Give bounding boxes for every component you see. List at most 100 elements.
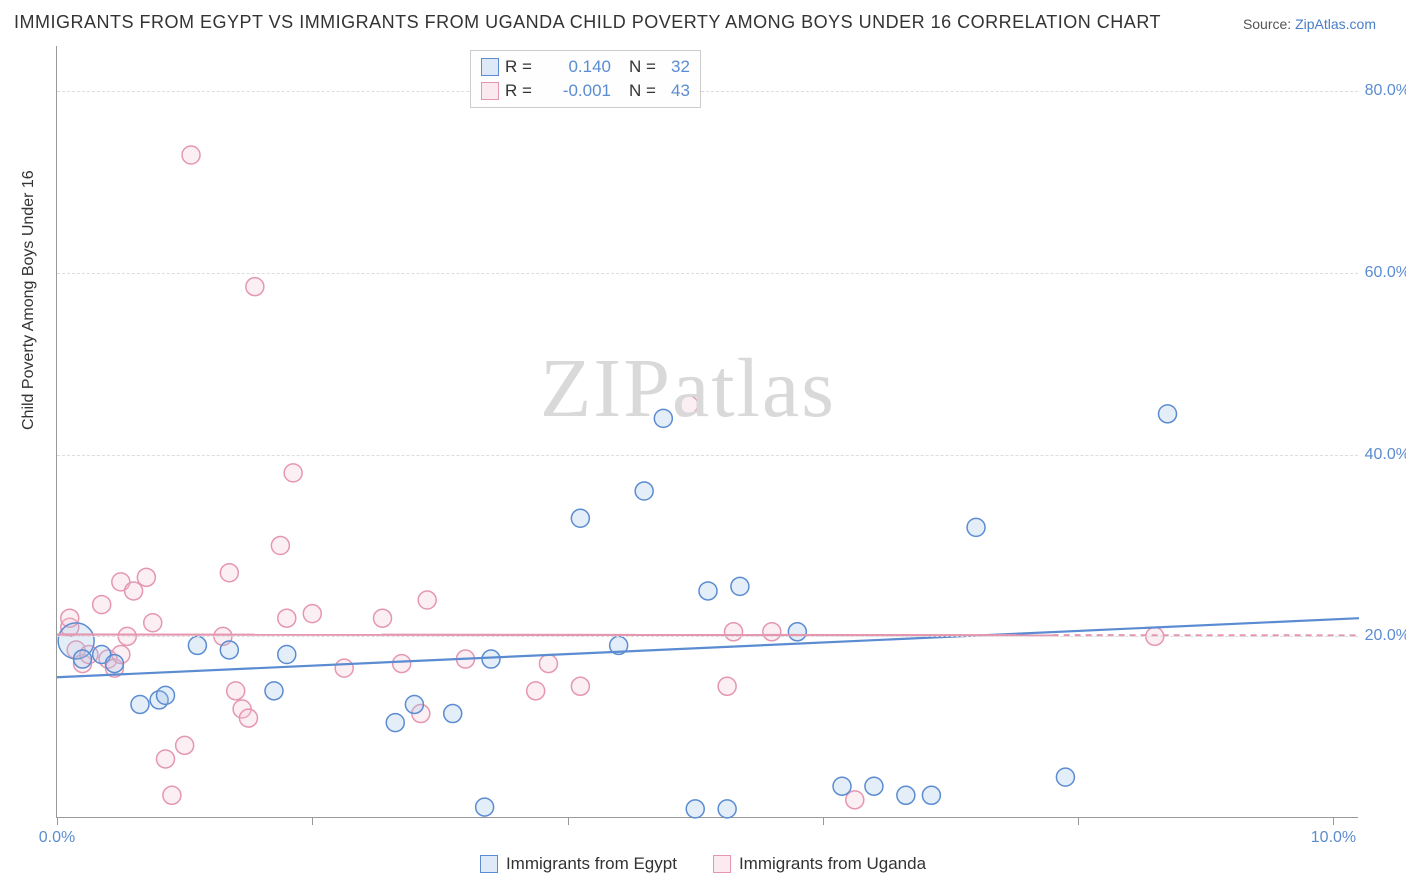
data-point — [157, 750, 175, 768]
x-tick — [1333, 817, 1334, 825]
data-point — [284, 464, 302, 482]
data-point — [131, 695, 149, 713]
y-axis-label: Child Poverty Among Boys Under 16 — [20, 170, 38, 430]
chart-title: IMMIGRANTS FROM EGYPT VS IMMIGRANTS FROM… — [14, 12, 1161, 33]
data-point — [725, 623, 743, 641]
stat-n-value: 32 — [671, 55, 690, 79]
data-point — [444, 705, 462, 723]
data-point — [686, 800, 704, 818]
legend-stats-box: R =0.140 N =32 R =-0.001 N =43 — [470, 50, 701, 108]
data-point — [125, 582, 143, 600]
stat-r-value: 0.140 — [547, 55, 611, 79]
stat-r-label: R = — [505, 79, 541, 103]
data-point — [476, 798, 494, 816]
data-point — [699, 582, 717, 600]
data-point — [386, 714, 404, 732]
data-point — [220, 641, 238, 659]
gridline — [57, 455, 1358, 456]
data-point — [763, 623, 781, 641]
chart-plot-area: 20.0%40.0%60.0%80.0%0.0%10.0% — [56, 46, 1358, 818]
x-tick — [57, 817, 58, 825]
y-tick-label: 80.0% — [1365, 82, 1406, 100]
x-tick — [823, 817, 824, 825]
data-point — [303, 605, 321, 623]
legend-item: Immigrants from Uganda — [713, 854, 926, 874]
gridline — [57, 273, 1358, 274]
y-tick-label: 20.0% — [1365, 627, 1406, 645]
data-point — [137, 568, 155, 586]
data-point — [571, 509, 589, 527]
x-tick — [568, 817, 569, 825]
data-point — [718, 677, 736, 695]
data-point — [239, 709, 257, 727]
stat-n-value: 43 — [671, 79, 690, 103]
stat-n-label: N = — [629, 55, 665, 79]
gridline — [57, 91, 1358, 92]
trend-line — [57, 618, 1359, 677]
legend-series: Immigrants from Egypt Immigrants from Uga… — [0, 854, 1406, 878]
stat-r-label: R = — [505, 55, 541, 79]
y-tick-label: 40.0% — [1365, 446, 1406, 464]
data-point — [482, 650, 500, 668]
legend-label: Immigrants from Uganda — [739, 854, 926, 874]
source-prefix: Source: — [1243, 16, 1295, 32]
data-point — [246, 278, 264, 296]
legend-swatch — [480, 855, 498, 873]
data-point — [278, 646, 296, 664]
data-point — [418, 591, 436, 609]
data-point — [227, 682, 245, 700]
source-link[interactable]: ZipAtlas.com — [1295, 16, 1376, 32]
data-point — [74, 650, 92, 668]
data-point — [271, 537, 289, 555]
legend-label: Immigrants from Egypt — [506, 854, 677, 874]
x-tick-label: 10.0% — [1311, 829, 1356, 847]
data-point — [635, 482, 653, 500]
data-point — [731, 577, 749, 595]
x-tick — [312, 817, 313, 825]
legend-swatch — [481, 58, 499, 76]
chart-svg — [57, 46, 1358, 817]
source-attribution: Source: ZipAtlas.com — [1243, 16, 1376, 32]
trend-line — [57, 635, 1053, 636]
data-point — [105, 655, 123, 673]
legend-stat-row: R =-0.001 N =43 — [481, 79, 690, 103]
data-point — [865, 777, 883, 795]
data-point — [220, 564, 238, 582]
data-point — [1159, 405, 1177, 423]
data-point — [967, 518, 985, 536]
data-point — [922, 786, 940, 804]
data-point — [163, 786, 181, 804]
data-point — [654, 409, 672, 427]
data-point — [788, 623, 806, 641]
data-point — [571, 677, 589, 695]
data-point — [157, 686, 175, 704]
data-point — [833, 777, 851, 795]
data-point — [718, 800, 736, 818]
data-point — [539, 655, 557, 673]
data-point — [335, 659, 353, 677]
data-point — [393, 655, 411, 673]
gridline — [57, 636, 1358, 637]
legend-swatch — [713, 855, 731, 873]
data-point — [1056, 768, 1074, 786]
data-point — [405, 695, 423, 713]
data-point — [144, 614, 162, 632]
data-point — [182, 146, 200, 164]
data-point — [897, 786, 915, 804]
legend-stat-row: R =0.140 N =32 — [481, 55, 690, 79]
stat-n-label: N = — [629, 79, 665, 103]
data-point — [527, 682, 545, 700]
x-tick-label: 0.0% — [39, 829, 75, 847]
data-point — [93, 596, 111, 614]
data-point — [278, 609, 296, 627]
data-point — [680, 396, 698, 414]
data-point — [846, 791, 864, 809]
data-point — [265, 682, 283, 700]
data-point — [176, 736, 194, 754]
y-tick-label: 60.0% — [1365, 264, 1406, 282]
data-point — [374, 609, 392, 627]
legend-swatch — [481, 82, 499, 100]
legend-item: Immigrants from Egypt — [480, 854, 677, 874]
stat-r-value: -0.001 — [547, 79, 611, 103]
data-point — [188, 636, 206, 654]
